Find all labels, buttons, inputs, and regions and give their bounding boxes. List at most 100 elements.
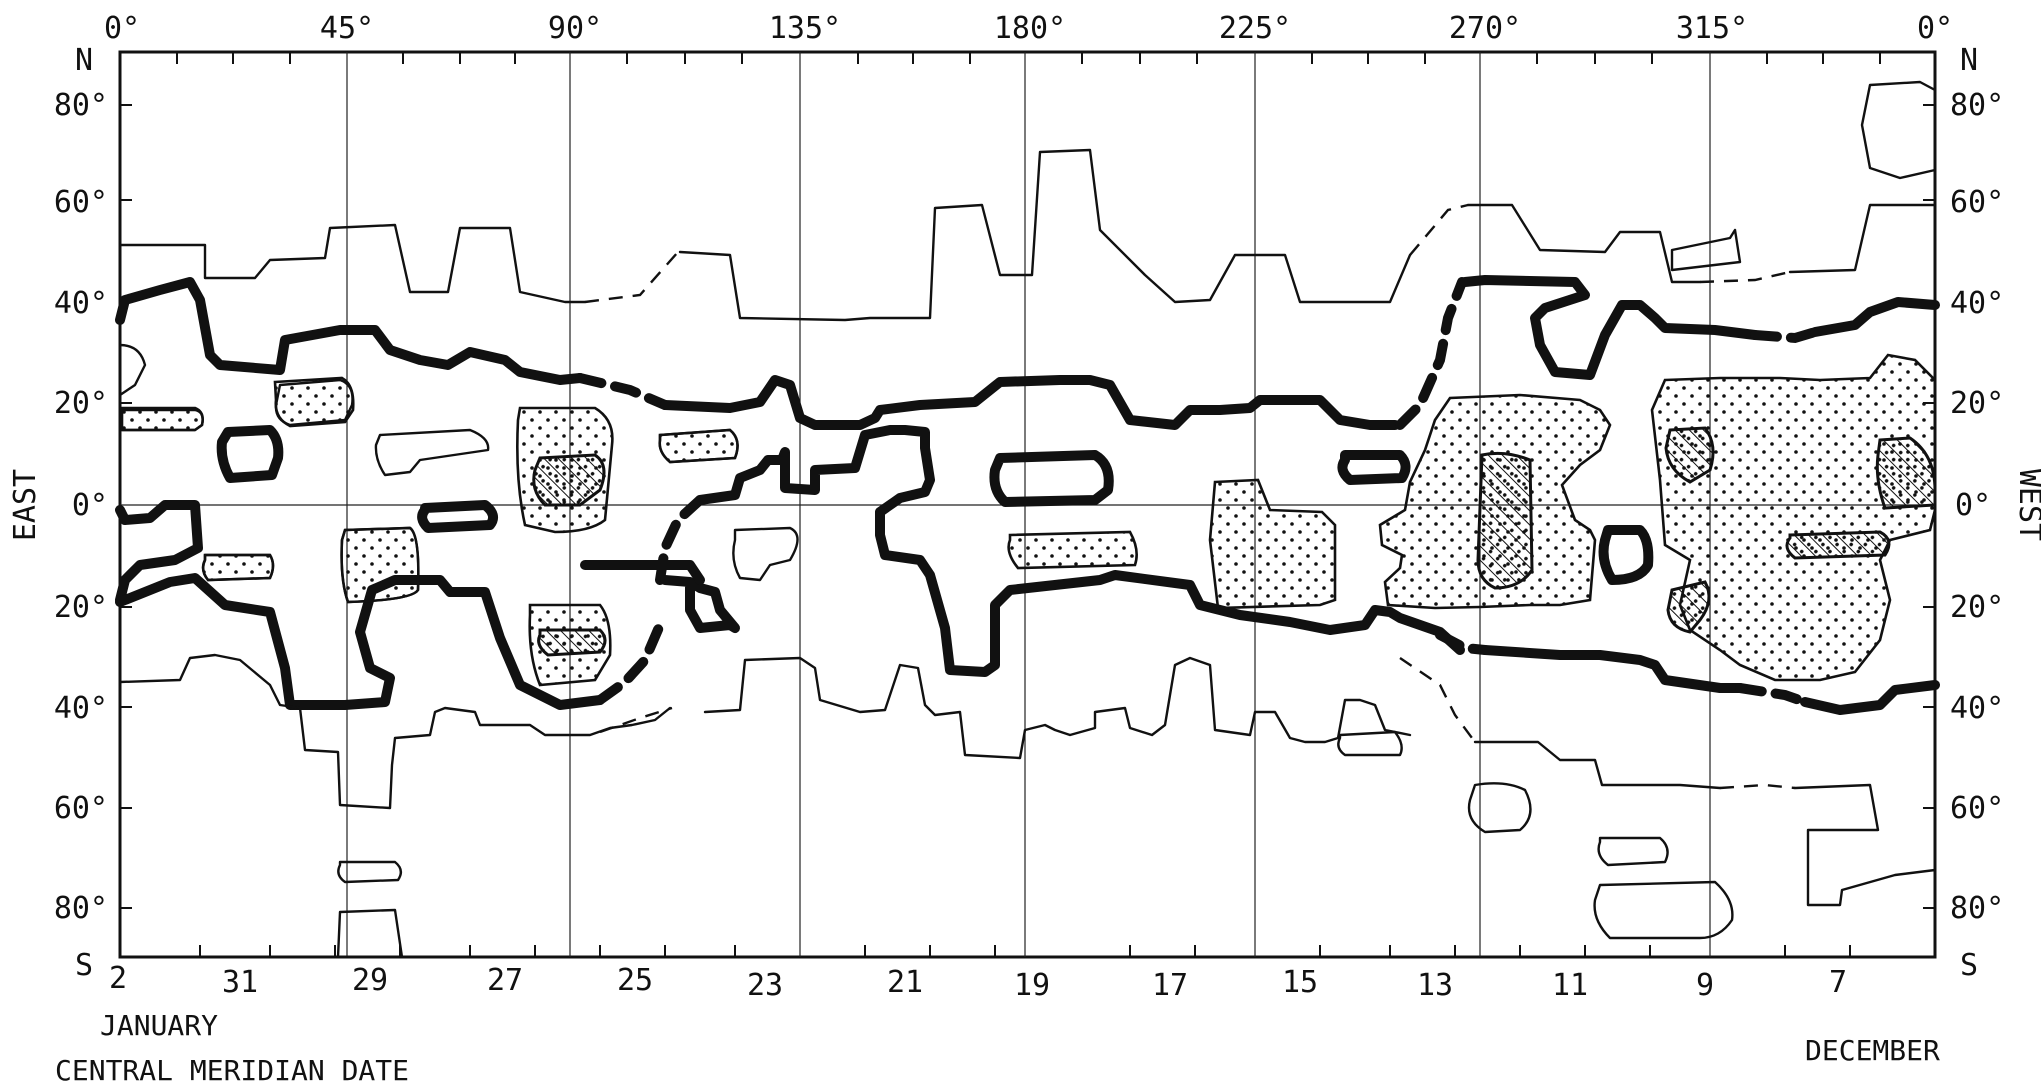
- south-outer-contour-3: [1473, 740, 1722, 790]
- longitude-label: 315°: [1676, 11, 1748, 46]
- north-outer-contour-gap: [584, 251, 679, 304]
- date-label: 21: [887, 965, 923, 1000]
- latitude-label: 60°: [54, 185, 108, 220]
- hatched-region-6: [1785, 530, 1891, 560]
- north-outer-contour-5: [1788, 203, 1937, 274]
- latitude-label: 20°: [1950, 386, 2004, 421]
- north-main-contour-gap-2: [1395, 277, 1467, 430]
- side-ticks: [120, 104, 1935, 909]
- latitude-label: 20°: [54, 386, 108, 421]
- latitude-labels-left: N 80° 60° 40° 20° 0° 20° 40° 60° 80° S: [54, 43, 108, 983]
- north-outer-contour-2: [678, 148, 1412, 322]
- south-main-contour-2: [115, 573, 605, 710]
- dotted-region-4: [658, 428, 739, 464]
- south-main-contour-4: [1800, 680, 1940, 715]
- top-ticks: [176, 52, 1881, 64]
- blob-equator-center: [732, 526, 799, 582]
- south-main-contour-gap: [595, 620, 665, 705]
- longitude-label: 0°: [1917, 11, 1953, 46]
- hatched-region-2: [537, 628, 607, 657]
- longitude-label: 135°: [769, 11, 841, 46]
- longitude-label: 45°: [320, 11, 374, 46]
- south-outer-contour-gap-3: [1719, 783, 1796, 790]
- blob-south-70: [1597, 836, 1669, 867]
- north-outer-contour-4: [1670, 228, 1742, 272]
- latitude-label: 80°: [54, 891, 108, 926]
- latitude-label: 80°: [1950, 88, 2004, 123]
- latitude-label: 40°: [1950, 691, 2004, 726]
- date-label: 31: [222, 965, 258, 1000]
- latitude-label: 40°: [54, 691, 108, 726]
- north-outer-contour-gap-3: [1699, 270, 1791, 284]
- north-outer-contour: [118, 223, 587, 304]
- latitude-label: S: [75, 948, 93, 983]
- latitude-label: 0°: [72, 488, 108, 523]
- north-main-contour: [115, 277, 585, 385]
- date-label: 17: [1152, 968, 1188, 1003]
- blob-10n: [374, 428, 490, 477]
- south-outer-contour-gap-2: [1399, 657, 1476, 743]
- north-main-contour-3: [1460, 275, 1760, 380]
- date-label: 13: [1417, 968, 1453, 1003]
- north-outer-contour-gap-2: [1409, 203, 1469, 256]
- latitude-label: N: [1960, 43, 1978, 78]
- hatched-region-4: [1664, 426, 1715, 484]
- date-label: 11: [1552, 968, 1588, 1003]
- latitude-label: 20°: [54, 590, 108, 625]
- hatched-region-1: [532, 453, 606, 507]
- blob-south-62: [1467, 782, 1532, 834]
- thick-cell-3: [989, 450, 1114, 507]
- west-label: WEST: [2012, 469, 2041, 541]
- equatorial-contour: [660, 575, 740, 633]
- longitude-label: 270°: [1449, 11, 1521, 46]
- dotted-region-6: [201, 553, 275, 582]
- hatched-region-5: [1666, 580, 1711, 634]
- south-main-contour-gap-2: [1435, 630, 1490, 655]
- polar-north-blob: [1860, 80, 1937, 180]
- south-outer-contour-2: [703, 656, 1412, 760]
- longitude-label: 0°: [104, 11, 140, 46]
- date-label: 7: [1829, 965, 1847, 1000]
- date-label: 25: [617, 963, 653, 998]
- south-outer-contour: [118, 653, 672, 810]
- dotted-region-2: [120, 406, 204, 432]
- south-main-contour-gap-3: [1735, 683, 1810, 707]
- date-label: 29: [352, 963, 388, 998]
- date-labels: 2 31 29 27 25 23 21 19 17 15 13 11 9 7: [109, 961, 1847, 1003]
- axis-caption: CENTRAL MERIDIAN DATE: [55, 1054, 409, 1087]
- north-outer-contour-3: [1466, 203, 1702, 284]
- latitude-label: 40°: [1950, 286, 2004, 321]
- equatorial-contour-2: [695, 425, 1465, 677]
- south-outer-contour-4: [1793, 783, 1937, 907]
- latitude-label: 60°: [1950, 791, 2004, 826]
- equatorial-loop: [580, 560, 705, 585]
- longitude-label: 225°: [1219, 11, 1291, 46]
- thick-cell-5: [1598, 525, 1654, 585]
- latitude-label: 0°: [1955, 488, 1991, 523]
- hatched-region-7: [1875, 436, 1937, 510]
- longitude-labels: 0° 45° 90° 135° 180° 225° 270° 315° 0°: [104, 11, 1953, 46]
- thick-cell-1: [216, 425, 284, 483]
- month-label-january: JANUARY: [100, 1009, 218, 1042]
- latitude-label: 20°: [1950, 590, 2004, 625]
- blob-south-polar: [336, 908, 404, 959]
- month-label-december: DECEMBER: [1805, 1034, 1940, 1067]
- south-outer-contour-gap: [599, 706, 673, 734]
- latitude-label: 40°: [54, 286, 108, 321]
- latitude-label: 80°: [54, 88, 108, 123]
- latitude-label: 60°: [54, 791, 108, 826]
- bottom-ticks: [199, 945, 1851, 957]
- date-label: 15: [1282, 965, 1318, 1000]
- blob-south-80: [1593, 880, 1734, 940]
- latitude-labels-right: N 80° 60° 40° 20° 0° 20° 40° 60° 80° S: [1950, 43, 2004, 983]
- south-main-contour-3: [1480, 645, 1745, 693]
- dotted-region-11: [1650, 353, 1937, 682]
- longitude-label: 180°: [994, 11, 1066, 46]
- date-label: 27: [487, 963, 523, 998]
- thick-cell-2: [417, 500, 499, 533]
- east-label: EAST: [8, 469, 43, 541]
- latitude-label: 80°: [1950, 891, 2004, 926]
- north-main-contour-2: [660, 375, 1400, 430]
- dotted-region-5: [340, 526, 420, 604]
